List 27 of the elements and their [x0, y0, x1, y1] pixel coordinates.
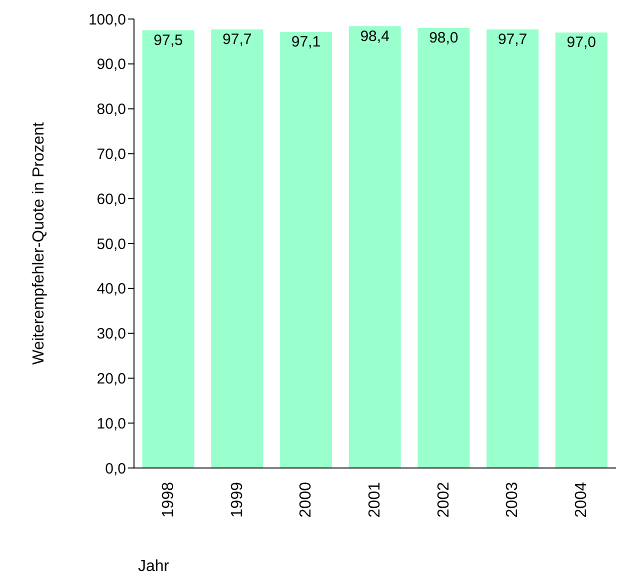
data-label: 97,5	[154, 32, 183, 49]
data-label: 98,4	[360, 28, 390, 45]
x-tick-label: 2001	[366, 482, 384, 518]
data-label: 97,7	[498, 30, 528, 48]
y-tick-label: 80,0	[96, 101, 126, 118]
y-tick-label: 50,0	[96, 236, 126, 253]
x-tick-label: 1998	[160, 482, 177, 518]
y-tick-label: 60,0	[96, 190, 126, 208]
y-axis-title: Weiterempfehler-Quote in Prozent	[30, 122, 48, 365]
y-tick-label: 70,0	[96, 146, 126, 164]
data-label: 97,1	[291, 34, 321, 51]
y-tick-label: 10,0	[96, 415, 126, 432]
y-tick-label: 90,0	[96, 56, 126, 74]
data-label: 97,7	[222, 30, 252, 48]
x-tick-label: 2004	[573, 482, 590, 518]
y-tick-label: 100,0	[88, 11, 126, 28]
x-tick-label: 2002	[435, 482, 452, 518]
x-axis-title: Jahr	[138, 558, 170, 576]
y-tick-label: 40,0	[96, 280, 126, 298]
data-label: 97,0	[566, 34, 596, 52]
y-tick-label: 0,0	[105, 460, 126, 478]
y-tick-label: 30,0	[96, 326, 126, 343]
x-tick-label: 2000	[298, 482, 315, 518]
data-label: 98,0	[429, 30, 458, 47]
y-tick-label: 20,0	[96, 370, 126, 388]
x-tick-label: 1999	[228, 482, 246, 518]
x-tick-label: 2003	[504, 482, 522, 518]
